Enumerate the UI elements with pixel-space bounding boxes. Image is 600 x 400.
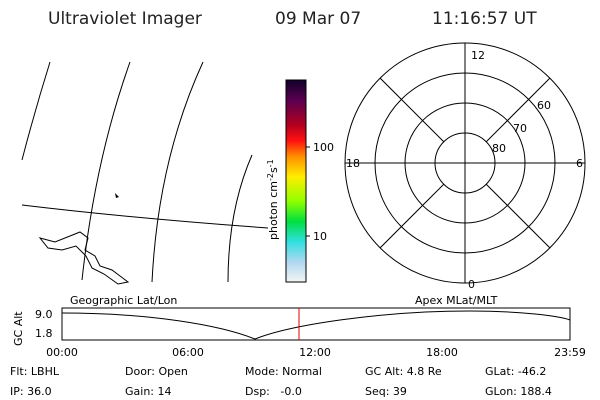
meridian (227, 154, 253, 283)
orbit-panel: Geographic Lat/Lon Apex MLat/MLT GC Alt … (12, 294, 586, 359)
orbit-x-tick: 12:00 (299, 346, 331, 359)
meridian (151, 61, 204, 283)
orbit-y-tick: 9.0 (35, 308, 53, 321)
orbit-frame (61, 307, 571, 341)
status-field: Door: Open (125, 365, 188, 378)
colorbar-tick-label: 100 (313, 141, 334, 154)
polar-grid: 12 18 6 0 60 70 80 (344, 42, 586, 291)
mlt-line (485, 183, 551, 249)
mlat-label: 80 (492, 142, 506, 155)
status-field: Mode: Normal (245, 365, 322, 378)
meridian (81, 61, 131, 281)
orbit-x-tick: 00:00 (46, 346, 78, 359)
date: 09 Mar 07 (275, 9, 361, 29)
status-field: GLat: -46.2 (485, 365, 546, 378)
mlt-line (485, 77, 551, 143)
colorbar-scale (285, 79, 307, 283)
orbit-right-label: Apex MLat/MLT (415, 294, 498, 307)
orbit-x-tick: 18:00 (426, 346, 458, 359)
mlat-label: 60 (537, 99, 551, 112)
mlt-line (379, 183, 445, 249)
colorbar-tick-label: 10 (313, 230, 327, 243)
orbit-x-tick: 06:00 (172, 346, 204, 359)
orbit-altitude (61, 310, 571, 340)
mlt-label: 6 (576, 157, 583, 170)
status-field: Seq: 39 (365, 385, 407, 398)
status-footer: Flt: LBHL Door: Open Mode: Normal GC Alt: 4… (10, 365, 552, 398)
marker (115, 193, 119, 198)
mlt-label: 12 (471, 49, 485, 62)
time: 11:16:57 UT (432, 9, 537, 29)
parallel (21, 204, 269, 229)
mlat-label: 70 (513, 122, 527, 135)
status-field: IP: 36.0 (10, 385, 52, 398)
title: Ultraviolet Imager (48, 9, 202, 29)
orbit-x-tick: 23:59 (554, 346, 586, 359)
orbit-y-tick: 1.8 (35, 327, 53, 340)
status-field: Dsp: -0.0 (245, 385, 302, 398)
mlt-label: 0 (468, 278, 475, 291)
coastline (38, 231, 130, 285)
mlt-label: 18 (346, 157, 360, 170)
meridian (21, 61, 51, 161)
status-field: Flt: LBHL (10, 365, 60, 378)
mlt-line (379, 77, 445, 143)
orbit-left-label: Geographic Lat/Lon (70, 294, 177, 307)
status-field: Gain: 14 (125, 385, 172, 398)
geo-map (21, 61, 269, 285)
colorbar: 100 10 photon cm-2s-1 (266, 79, 334, 283)
status-field: GLon: 188.4 (485, 385, 552, 398)
colorbar-unit: photon cm-2s-1 (266, 159, 280, 240)
orbit-y-label: GC Alt (12, 311, 25, 346)
status-field: GC Alt: 4.8 Re (365, 365, 442, 378)
